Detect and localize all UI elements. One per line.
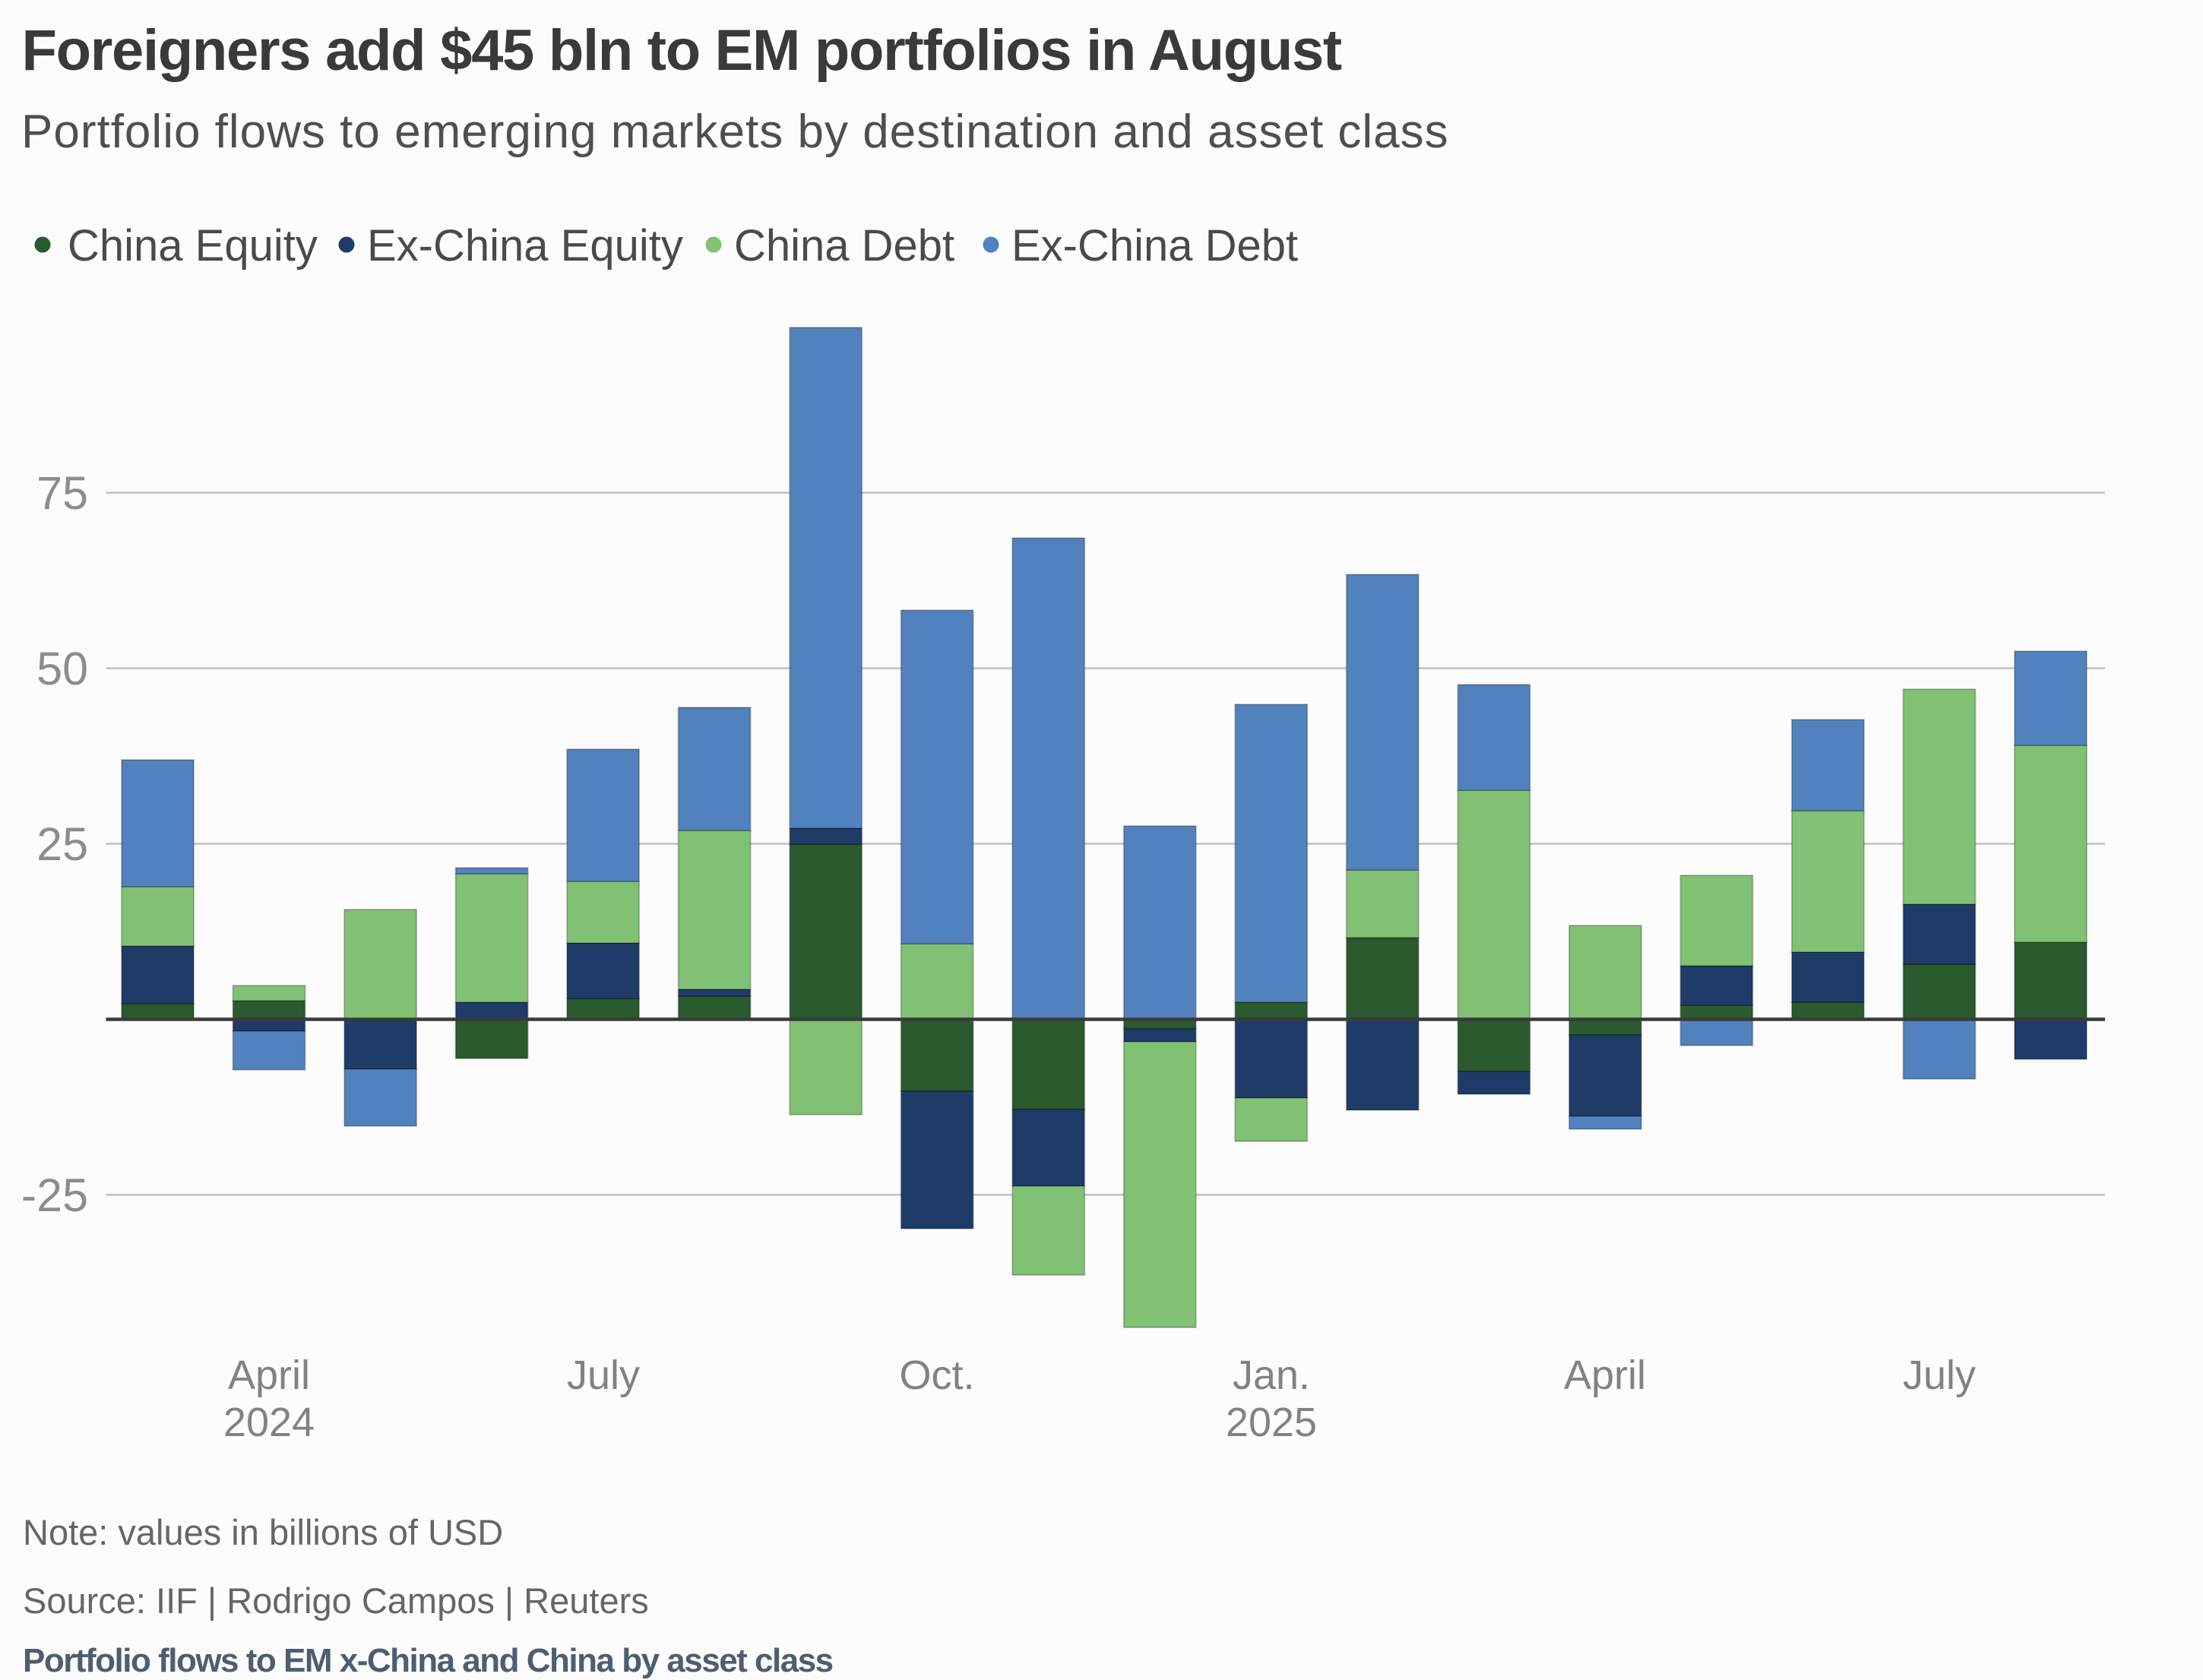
svg-text:75: 75	[36, 467, 88, 519]
svg-text:50: 50	[36, 643, 88, 694]
svg-text:25: 25	[36, 818, 88, 870]
svg-text:Source: IIF | Rodrigo Campos |: Source: IIF | Rodrigo Campos | Reuters	[23, 1580, 649, 1621]
svg-text:April: April	[228, 1353, 310, 1398]
svg-text:July: July	[1903, 1353, 1976, 1398]
svg-text:Portfolio flows to EM x-China: Portfolio flows to EM x-China and China …	[23, 1642, 833, 1679]
svg-text:2025: 2025	[1226, 1400, 1317, 1445]
svg-text:Foreigners add $45 bln to EM p: Foreigners add $45 bln to EM portfolios …	[22, 18, 1342, 83]
svg-text:Note: values in billions of US: Note: values in billions of USD	[23, 1512, 503, 1552]
svg-text:Portfolio flows to emerging ma: Portfolio flows to emerging markets by d…	[21, 106, 1449, 158]
svg-text:Ex-China Debt: Ex-China Debt	[1011, 221, 1298, 271]
svg-text:-25: -25	[21, 1169, 88, 1221]
svg-text:2024: 2024	[223, 1400, 315, 1445]
svg-text:April: April	[1564, 1353, 1646, 1398]
svg-text:China Equity: China Equity	[68, 221, 318, 271]
svg-text:Oct.: Oct.	[899, 1353, 974, 1398]
svg-text:China Debt: China Debt	[734, 221, 954, 271]
svg-text:July: July	[567, 1353, 640, 1398]
svg-text:Ex-China Equity: Ex-China Equity	[367, 221, 683, 271]
svg-text:Jan.: Jan.	[1233, 1353, 1310, 1398]
